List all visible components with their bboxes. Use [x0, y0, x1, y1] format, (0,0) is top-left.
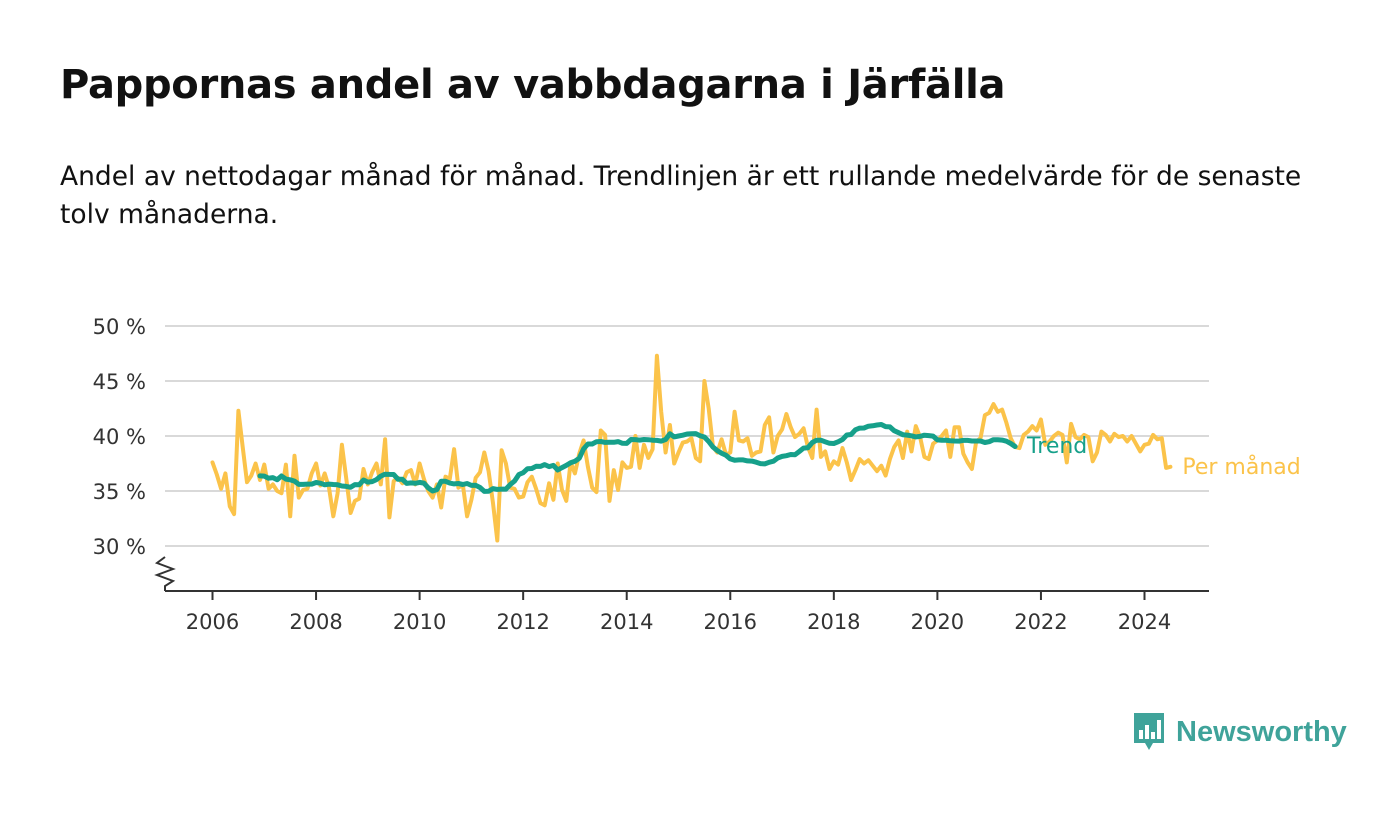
- x-tick-label: 2018: [807, 610, 860, 634]
- y-tick-label: 30 %: [93, 535, 146, 559]
- legend-label-trend: Trend: [1026, 434, 1087, 459]
- y-tick-label: 45 %: [93, 370, 146, 394]
- y-tick-label: 40 %: [93, 425, 146, 449]
- x-axis: [154, 556, 1209, 600]
- newsworthy-logo-icon: [1134, 713, 1164, 750]
- legend: Per månad Trend: [1026, 434, 1301, 480]
- brand-name: Newsworthy: [1176, 715, 1347, 748]
- x-tick-label: 2014: [600, 610, 653, 634]
- y-tick-label: 35 %: [93, 480, 146, 504]
- x-tick-label: 2012: [496, 610, 549, 634]
- x-tick-label: 2008: [289, 610, 342, 634]
- x-tick-label: 2020: [911, 610, 964, 634]
- x-tick-label: 2006: [186, 610, 239, 634]
- series-lines: [210, 353, 1173, 543]
- legend-label-monthly: Per månad: [1182, 454, 1300, 480]
- y-axis-labels: 30 % 35 % 40 % 45 % 50 %: [93, 315, 146, 559]
- x-tick-label: 2024: [1118, 610, 1171, 634]
- chart-title: Pappornas andel av vabbdagarna i Järfäll…: [60, 62, 1006, 108]
- y-tick-label: 50 %: [93, 315, 146, 339]
- x-tick-label: 2022: [1014, 610, 1067, 634]
- x-tick-label: 2016: [704, 610, 757, 634]
- axis-break-icon: [154, 556, 176, 591]
- trend-line: [257, 422, 1018, 494]
- x-axis-labels: 2006 2008 2010 2012 2014 2016 2018 2020 2022 2024: [186, 610, 1171, 634]
- chart-subtitle: Andel av nettodagar månad för månad. Tre…: [60, 161, 1302, 230]
- monthly-line: [210, 353, 1173, 543]
- x-tick-label: 2010: [393, 610, 446, 634]
- newsworthy-logo[interactable]: Newsworthy: [1132, 712, 1347, 752]
